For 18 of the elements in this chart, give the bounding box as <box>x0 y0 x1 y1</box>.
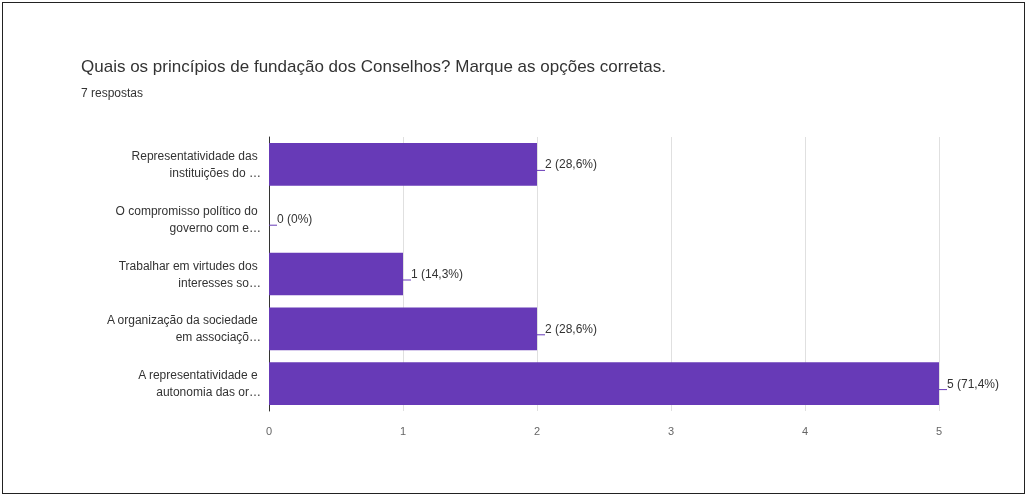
x-tick-label: 4 <box>801 424 809 437</box>
data-label: 2 (28,6%) <box>545 321 598 336</box>
y-tick-label: Representatividade das instituições do … <box>131 148 261 180</box>
y-tick-label: A organização da sociedade em associaçõ… <box>106 313 261 345</box>
y-tick-label: A representatividade e autonomia das or… <box>138 368 261 400</box>
x-tick-label: 5 <box>935 424 943 437</box>
data-label: 1 (14,3%) <box>411 267 464 281</box>
text: 7 respostas <box>81 86 144 100</box>
x-tick-label: 3 <box>667 424 675 437</box>
data-label: 2 (28,6%) <box>545 157 598 172</box>
data-label: 0 (0%) <box>277 212 313 227</box>
x-tick-label: 2 <box>533 424 541 437</box>
data-label: 5 (71,4%) <box>947 376 1000 391</box>
x-tick-label: 1 <box>399 424 407 437</box>
y-tick-label: O compromisso político do governo com e… <box>115 203 261 235</box>
x-tick-label: 0 <box>265 424 273 437</box>
chart-title: Quais os princípios de fundação dos Conselhos? Marque as opções corretas. <box>81 57 666 76</box>
y-tick-label: Trabalhar em virtudes dos interesses so… <box>118 258 261 290</box>
